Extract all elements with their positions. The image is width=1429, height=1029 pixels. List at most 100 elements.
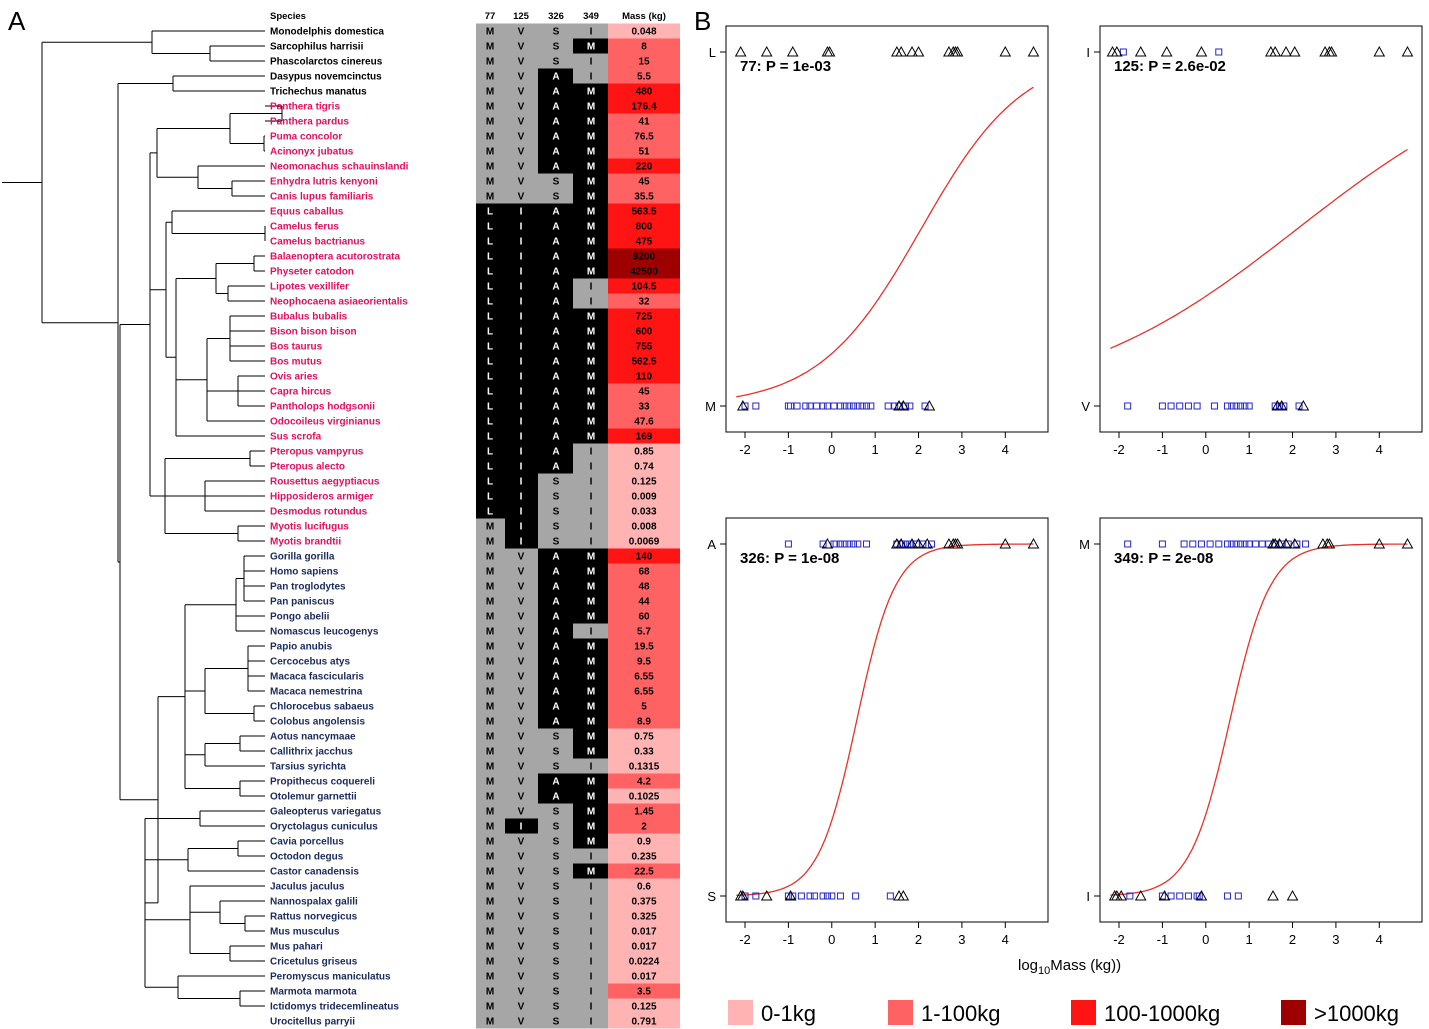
residue-cell (573, 233, 608, 249)
x-tick-label: -1 (783, 932, 795, 947)
residue-cell (476, 428, 505, 444)
residue-label: V (518, 117, 525, 128)
residue-cell (538, 728, 573, 744)
residue-cell (573, 68, 608, 84)
table-row: Bison bison bison L I A M 600 (270, 323, 680, 339)
residue-label: I (520, 432, 523, 443)
residue-label: A (552, 342, 559, 353)
species-label: Castor canadensis (270, 867, 359, 878)
square-marker (1252, 540, 1260, 548)
legend-swatch (1281, 1000, 1306, 1025)
mass-cell (608, 503, 680, 519)
residue-label: M (587, 417, 595, 428)
mass-cell (608, 668, 680, 684)
residue-label: A (552, 222, 559, 233)
square-marker (1167, 892, 1175, 900)
mass-cell (608, 578, 680, 594)
residue-cell (476, 38, 505, 54)
residue-label: S (553, 957, 560, 968)
residue-label: S (553, 177, 560, 188)
residue-label: A (552, 252, 559, 263)
residue-cell (476, 518, 505, 534)
residue-cell (538, 458, 573, 474)
residue-cell (476, 458, 505, 474)
mass-label: 0.1315 (629, 762, 660, 773)
table-row: Odocoileus virginianus L I A M 47.6 (270, 413, 680, 429)
species-label: Acinonyx jubatus (270, 147, 354, 158)
square-marker (836, 540, 844, 548)
triangle-marker (923, 399, 936, 411)
residue-cell (505, 638, 538, 654)
residue-label: M (587, 792, 595, 803)
mass-cell (608, 158, 680, 174)
residue-label: I (520, 387, 523, 398)
residue-label: M (587, 252, 595, 263)
residue-label: M (486, 807, 494, 818)
triangle-marker (736, 399, 749, 411)
residue-cell (538, 428, 573, 444)
mass-label: 68 (638, 567, 650, 578)
square-marker (1232, 540, 1240, 548)
residue-label: M (486, 972, 494, 983)
species-label: Neomonachus schauinslandi (270, 162, 409, 173)
x-axis-label: log10Mass (kg)) (1018, 957, 1121, 977)
residue-label: L (487, 402, 493, 413)
residue-cell (476, 893, 505, 909)
header-site-77: 77 (485, 11, 496, 22)
x-tick-label: 4 (1002, 442, 1009, 457)
residue-label: V (518, 882, 525, 893)
mass-cell (608, 728, 680, 744)
plot-site-349: M I -2 -1 0 1 2 3 4 349: P = 2e-08 (1079, 517, 1423, 947)
triangle-marker (1134, 889, 1147, 901)
residue-cell (538, 368, 573, 384)
mass-cell (608, 308, 680, 324)
square-marker (1241, 402, 1249, 410)
square-marker (819, 892, 827, 900)
mass-cell (608, 758, 680, 774)
species-label: Bison bison bison (270, 327, 357, 338)
mass-label: 51 (638, 147, 650, 158)
table-row: Pteropus vampyrus L I A I 0.85 (270, 443, 680, 459)
residue-cell (476, 653, 505, 669)
residue-cell (573, 143, 608, 159)
triangle-marker (1280, 537, 1292, 549)
mass-cell (608, 773, 680, 789)
triangle-marker (1325, 45, 1338, 57)
mass-cell (608, 128, 680, 144)
table-row: Enhydra lutris kenyoni M V S M 45 (270, 173, 680, 189)
residue-cell (573, 803, 608, 819)
residue-label: M (486, 597, 494, 608)
residue-label: S (553, 42, 560, 53)
residue-cell (476, 353, 505, 369)
species-label: Mus musculus (270, 927, 340, 938)
mass-label: 5.5 (637, 72, 651, 83)
residue-cell (538, 818, 573, 834)
residue-label: I (520, 522, 523, 533)
table-row: Lipotes vexillifer L I A I 104.5 (270, 278, 680, 294)
mass-label: 0.74 (634, 462, 654, 473)
mass-label: 140 (636, 552, 653, 563)
residue-cell (538, 713, 573, 729)
table-row: Canis lupus familiaris M V S M 35.5 (270, 188, 680, 204)
mass-cell (608, 878, 680, 894)
residue-cell (476, 818, 505, 834)
residue-label: S (553, 192, 560, 203)
species-label: Propithecus coquereli (270, 777, 375, 788)
residue-cell (573, 323, 608, 339)
residue-cell (573, 638, 608, 654)
mass-cell (608, 383, 680, 399)
residue-cell (476, 488, 505, 504)
residue-cell (538, 503, 573, 519)
residue-cell (476, 68, 505, 84)
residue-cell (505, 683, 538, 699)
residue-cell (505, 173, 538, 189)
residue-cell (538, 98, 573, 114)
residue-label: M (587, 267, 595, 278)
mass-label: 8.9 (637, 717, 651, 728)
table-row: Bos taurus L I A M 755 (270, 338, 680, 354)
residue-label: A (552, 207, 559, 218)
residue-cell (538, 113, 573, 129)
table-row: Camelus ferus L I A M 800 (270, 218, 680, 234)
residue-cell (476, 203, 505, 219)
species-label: Peromyscus maniculatus (270, 972, 391, 983)
